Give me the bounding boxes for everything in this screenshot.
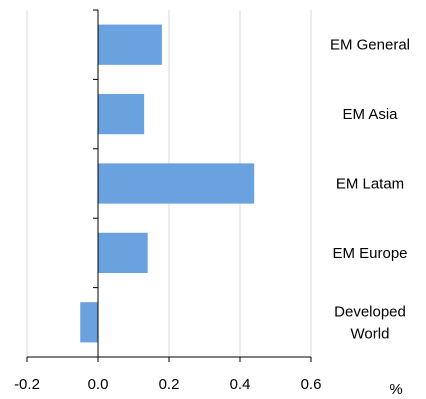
bar [98, 93, 145, 135]
category-label: EM Europe [332, 245, 407, 262]
category-label: Developed [334, 303, 406, 320]
bar [98, 163, 255, 204]
x-tick-label: -0.2 [14, 376, 40, 393]
x-tick-label: 0.6 [301, 376, 322, 393]
x-tick-labels: -0.2 0.0 0.2 0.4 0.6 [14, 376, 321, 393]
unit-label: % [389, 381, 402, 398]
bars [80, 24, 255, 343]
category-labels: EM General EM Asia EM Latam EM Europe Develo… [330, 37, 410, 343]
category-label: EM Latam [336, 176, 404, 193]
category-label: EM Asia [342, 106, 398, 123]
bar [80, 302, 98, 343]
x-tick-label: 0.0 [88, 376, 109, 393]
bar [98, 24, 162, 65]
bar [98, 232, 148, 274]
x-tick-label: 0.4 [230, 376, 251, 393]
category-label: World [351, 325, 390, 342]
x-tick-label: 0.2 [159, 376, 180, 393]
category-label: EM General [330, 37, 410, 54]
axes [26, 9, 312, 362]
